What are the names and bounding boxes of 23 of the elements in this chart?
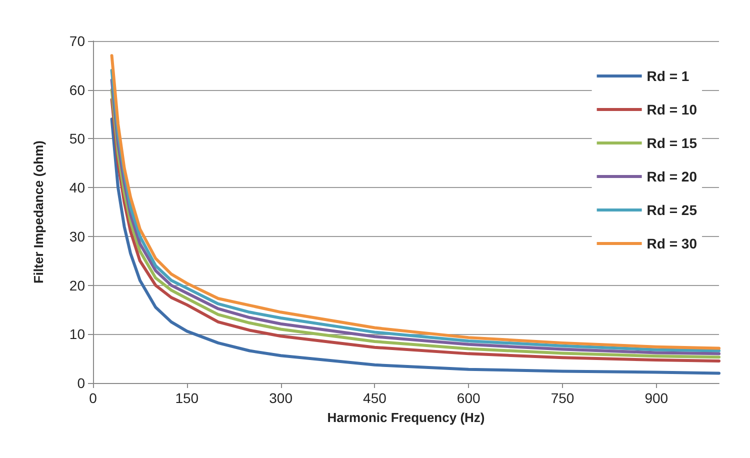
y-tick-label: 20 — [69, 277, 86, 294]
x-tick-label: 750 — [550, 390, 574, 406]
y-tick-label: 10 — [69, 326, 86, 342]
x-tick-label: 300 — [269, 390, 293, 406]
x-tick-label: 0 — [89, 390, 98, 406]
y-tick-label: 30 — [69, 228, 86, 244]
y-tick-label: 50 — [69, 130, 86, 147]
y-tick-label: 0 — [77, 375, 86, 391]
x-axis-title: Harmonic Frequency (Hz) — [327, 410, 485, 425]
y-tick-label: 70 — [69, 33, 86, 49]
legend-label: Rd = 10 — [646, 102, 698, 118]
x-tick-label: 150 — [175, 390, 199, 406]
legend-label: Rd = 15 — [646, 135, 698, 151]
x-tick-label: 900 — [644, 390, 668, 406]
x-tick-label: 450 — [363, 390, 387, 406]
legend-label: Rd = 25 — [646, 202, 698, 218]
y-tick-label: 60 — [69, 82, 86, 98]
y-tick-label: 40 — [69, 180, 86, 196]
legend-label: Rd = 30 — [646, 236, 698, 252]
legend-label: Rd = 1 — [646, 68, 690, 84]
x-tick-label: 600 — [456, 390, 480, 406]
y-axis-title: Filter Impedance (ohm) — [31, 140, 46, 284]
legend-label: Rd = 20 — [646, 168, 698, 184]
